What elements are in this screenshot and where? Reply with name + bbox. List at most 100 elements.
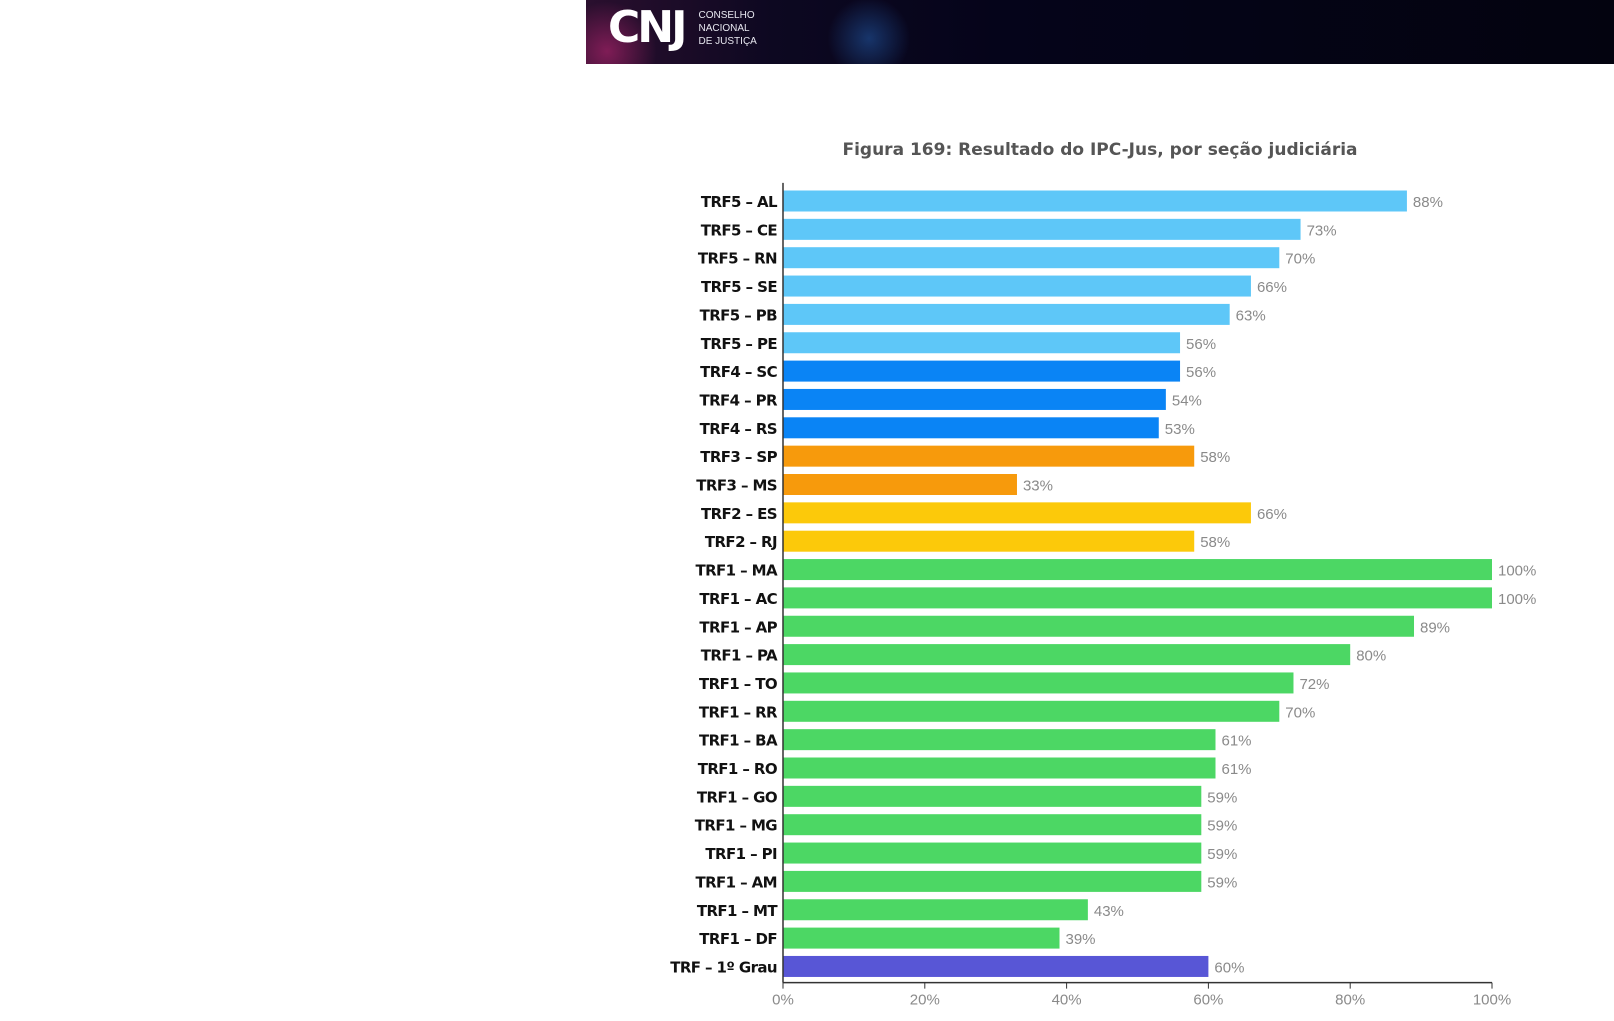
category-label: TRF5 – PB — [700, 306, 778, 324]
bar — [783, 303, 1230, 325]
logo-text: CONSELHO NACIONAL DE JUSTIÇA — [699, 9, 757, 48]
value-label: 59% — [1207, 789, 1237, 806]
category-label: TRF1 – RO — [698, 760, 777, 778]
category-label: TRF1 – DF — [699, 930, 777, 948]
bar — [783, 445, 1195, 467]
bar — [783, 615, 1415, 637]
bar — [783, 842, 1202, 864]
category-label: TRF1 – PI — [705, 845, 777, 863]
category-label: TRF3 – SP — [700, 448, 777, 466]
bar — [783, 332, 1181, 354]
banner-glow-mid — [824, 0, 914, 64]
bar — [783, 530, 1195, 552]
category-label: TRF1 – RR — [699, 703, 778, 721]
category-label: TRF5 – RN — [698, 250, 777, 268]
value-label: 54% — [1172, 392, 1202, 409]
category-label: TRF3 – MS — [696, 477, 777, 495]
value-label: 56% — [1186, 364, 1216, 381]
bar — [783, 729, 1216, 751]
category-label: TRF1 – GO — [697, 788, 777, 806]
category-label: TRF4 – PR — [699, 391, 778, 409]
bar — [783, 247, 1280, 269]
logo-line-2: NACIONAL — [698, 22, 750, 34]
category-label: TRF5 – SE — [701, 278, 777, 296]
value-label: 100% — [1498, 591, 1536, 608]
x-tick-label: 40% — [1052, 992, 1082, 1009]
value-label: 61% — [1221, 733, 1251, 750]
bar — [783, 474, 1017, 495]
bar — [783, 190, 1407, 212]
category-label: TRF1 – MG — [695, 817, 778, 835]
category-label: TRF5 – PE — [701, 335, 778, 353]
category-label: TRF4 – SC — [700, 363, 777, 381]
value-label: 73% — [1307, 222, 1337, 239]
bar — [783, 502, 1251, 524]
x-tick-label: 60% — [1193, 992, 1223, 1009]
value-label: 70% — [1285, 251, 1315, 268]
value-label: 59% — [1207, 818, 1237, 835]
value-label: 66% — [1257, 279, 1287, 296]
category-label: TRF2 – RJ — [705, 533, 777, 551]
logo-line-1: CONSELHO — [698, 9, 755, 21]
bar — [783, 559, 1492, 581]
value-label: 89% — [1420, 619, 1450, 636]
value-label: 100% — [1498, 563, 1536, 580]
header-banner — [586, 0, 1614, 64]
x-tick-label: 0% — [772, 992, 794, 1009]
bar — [783, 814, 1202, 836]
category-label: TRF4 – RS — [700, 420, 777, 438]
category-label: TRF1 – PA — [701, 647, 778, 665]
category-label: TRF1 – TO — [699, 675, 777, 693]
bar — [783, 757, 1216, 779]
value-label: 53% — [1165, 421, 1195, 438]
value-label: 59% — [1207, 874, 1237, 891]
bar — [783, 870, 1202, 892]
bar — [783, 218, 1301, 240]
value-label: 56% — [1186, 336, 1216, 353]
category-label: TRF1 – AM — [695, 873, 777, 891]
bar — [783, 672, 1294, 694]
bar — [783, 899, 1088, 921]
category-label: TRF1 – MA — [695, 562, 778, 580]
category-label: TRF2 – ES — [701, 505, 777, 523]
category-label: TRF5 – CE — [701, 221, 778, 239]
bar — [783, 644, 1351, 666]
bar — [783, 955, 1209, 977]
value-label: 88% — [1413, 194, 1443, 211]
bar — [783, 927, 1060, 949]
value-label: 66% — [1257, 506, 1287, 523]
value-label: 33% — [1023, 478, 1053, 495]
bar — [783, 417, 1159, 439]
x-tick-label: 100% — [1473, 992, 1511, 1009]
cnj-logo: CNJ CONSELHO NACIONAL DE JUSTIÇA — [608, 2, 757, 54]
value-label: 70% — [1285, 704, 1315, 721]
banner-glow-left — [586, 0, 656, 64]
bar — [783, 785, 1202, 807]
value-label: 61% — [1221, 761, 1251, 778]
category-label: TRF1 – AC — [699, 590, 777, 608]
category-label: TRF5 – AL — [701, 193, 778, 211]
category-label: TRF1 – BA — [699, 732, 778, 750]
bar — [783, 700, 1280, 722]
value-label: 63% — [1236, 307, 1266, 324]
bar — [783, 360, 1181, 382]
chart-title: Figura 169: Resultado do IPC-Jus, por se… — [842, 140, 1358, 160]
x-tick-label: 20% — [910, 992, 940, 1009]
logo-line-3: DE JUSTIÇA — [698, 35, 757, 47]
category-label: TRF1 – AP — [699, 618, 777, 636]
bar — [783, 388, 1166, 410]
bar — [783, 587, 1492, 609]
value-label: 80% — [1356, 648, 1386, 665]
category-label: TRF1 – MT — [697, 902, 779, 920]
category-label: TRF – 1º Grau — [670, 958, 777, 976]
value-label: 60% — [1214, 959, 1244, 976]
value-label: 58% — [1200, 534, 1230, 551]
value-label: 39% — [1066, 931, 1096, 948]
value-label: 58% — [1200, 449, 1230, 466]
x-tick-label: 80% — [1335, 992, 1365, 1009]
value-label: 59% — [1207, 846, 1237, 863]
bar — [783, 275, 1251, 297]
logo-mark: CNJ — [608, 2, 687, 53]
value-label: 72% — [1299, 676, 1329, 693]
